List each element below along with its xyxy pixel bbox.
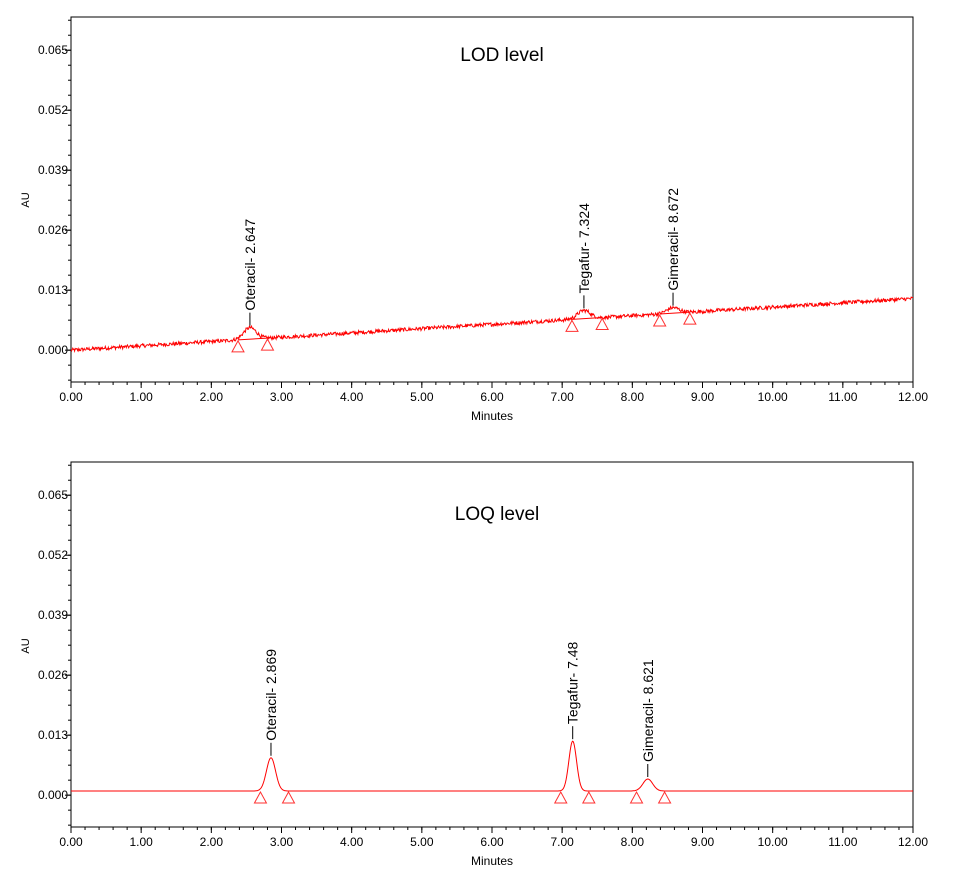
peak-label: Tegafur- 7.324	[576, 203, 592, 293]
x-tick-label: 1.00	[129, 390, 153, 404]
x-tick-label: 1.00	[129, 835, 153, 849]
y-axis-label: AU	[20, 192, 32, 207]
y-tick-label: 0.065	[38, 488, 68, 502]
peak-annotation: Gimeracil- 8.672	[652, 188, 697, 327]
x-tick-label: 4.00	[340, 390, 364, 404]
peak-baseline	[659, 311, 690, 315]
loq-chart: LOQ level AU Minutes 0.000 0.013 0.026 0.03…	[20, 461, 928, 868]
peak-label: Gimeracil- 8.621	[640, 659, 656, 762]
y-tick-label: 0.013	[38, 283, 68, 297]
y-tick-label: 0.039	[38, 608, 68, 622]
x-tick-label: 7.00	[550, 390, 574, 404]
peak-marker-triangle	[657, 790, 672, 804]
peak-marker-triangle	[260, 338, 275, 351]
peak-marker-triangle	[231, 339, 245, 353]
x-tick-label: 9.00	[691, 835, 715, 849]
chart-title: LOD level	[460, 45, 543, 66]
peak-marker-triangle	[565, 319, 579, 332]
signal-trace	[70, 296, 913, 353]
peak-marker-triangle	[595, 317, 610, 331]
x-axis-label: Minutes	[471, 409, 513, 423]
x-tick-label: 2.00	[200, 390, 224, 404]
x-tick-label: 5.00	[410, 390, 434, 404]
x-tick-label: 8.00	[621, 835, 645, 849]
y-tick-label: 0.039	[38, 163, 68, 177]
x-tick-label: 3.00	[270, 835, 294, 849]
x-tick-label: 4.00	[340, 835, 364, 849]
y-tick-label: 0.026	[38, 668, 68, 682]
x-tick-label: 6.00	[480, 390, 504, 404]
x-tick-label: 0.00	[59, 835, 83, 849]
x-tick-label: 12.00	[898, 390, 928, 404]
peak-annotation: Oteracil- 2.647	[231, 219, 275, 353]
x-tick-label: 5.00	[410, 835, 434, 849]
peak-marker-triangle	[652, 313, 667, 327]
peak-marker-triangle	[581, 790, 596, 804]
x-tick-label: 11.00	[828, 835, 857, 849]
x-tick-label: 9.00	[691, 390, 715, 404]
y-tick-label: 0.000	[38, 788, 68, 802]
y-tick-label: 0.052	[38, 548, 68, 562]
y-tick-label: 0.052	[38, 103, 68, 117]
plot-frame	[70, 16, 914, 383]
x-tick-label: 7.00	[550, 835, 574, 849]
peak-marker-triangle	[629, 790, 644, 804]
y-tick-label: 0.026	[38, 223, 68, 237]
peak-marker-triangle	[553, 790, 568, 804]
peak-label: Oteracil- 2.647	[242, 219, 258, 311]
peak-baseline	[571, 317, 603, 320]
x-tick-label: 12.00	[898, 835, 928, 849]
peak-annotation: Tegafur- 7.324	[565, 203, 610, 332]
chart-title: LOQ level	[455, 504, 539, 525]
peak-annotation: Oteracil- 2.869	[253, 649, 296, 804]
x-tick-label: 3.00	[270, 390, 294, 404]
peak-label: Gimeracil- 8.672	[665, 188, 681, 291]
peak-baseline	[237, 337, 268, 341]
x-tick-label: 10.00	[758, 835, 788, 849]
peak-marker-triangle	[281, 790, 296, 804]
x-tick-label: 2.00	[200, 835, 224, 849]
x-tick-label: 11.00	[828, 390, 857, 404]
signal-trace	[71, 740, 913, 792]
x-tick-label: 10.00	[758, 390, 788, 404]
y-axis-label: AU	[20, 638, 32, 653]
y-tick-label: 0.013	[38, 728, 68, 742]
x-tick-label: 8.00	[621, 390, 645, 404]
peak-annotation: Tegafur- 7.48	[553, 641, 596, 804]
peak-label: Tegafur- 7.48	[565, 641, 581, 724]
x-tick-label: 6.00	[480, 835, 504, 849]
y-tick-label: 0.000	[38, 343, 68, 357]
peak-marker-triangle	[253, 790, 268, 804]
y-tick-label: 0.065	[38, 43, 68, 57]
lod-chart: LOD level AU Minutes 0.000 0.013 0.026 0.03…	[20, 16, 928, 423]
peak-annotation: Gimeracil- 8.621	[629, 659, 672, 804]
x-axis-label: Minutes	[471, 854, 513, 868]
peak-label: Oteracil- 2.869	[263, 649, 279, 741]
x-tick-label: 0.00	[59, 390, 83, 404]
peak-marker-triangle	[683, 312, 697, 325]
